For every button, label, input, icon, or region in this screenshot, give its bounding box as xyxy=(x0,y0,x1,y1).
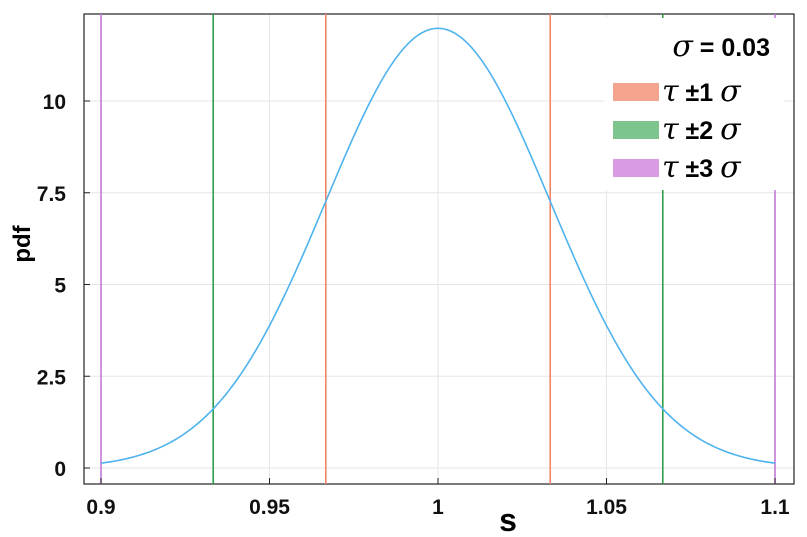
legend-swatch-1 xyxy=(613,121,659,139)
y-axis-ticks: 0 2.5 5 7.5 10 xyxy=(37,91,90,481)
legend-sigma-symbol: σ xyxy=(720,112,742,147)
legend-sigma-symbol: σ xyxy=(720,74,742,109)
legend-item-1: τ ±2 σ xyxy=(613,112,742,147)
legend-header-text: = 0.03 xyxy=(693,34,770,62)
x-tick-label-0: 0.9 xyxy=(86,496,115,519)
x-tick-label-1: 0.95 xyxy=(249,496,290,519)
y-tick-label-4: 10 xyxy=(43,91,66,114)
y-tick-label-3: 7.5 xyxy=(37,183,67,206)
legend-swatch-2 xyxy=(613,159,659,177)
legend-items: τ ±1 στ ±2 στ ±3 σ xyxy=(613,74,742,185)
pdf-curve xyxy=(100,27,776,464)
legend: σ = 0.03 τ ±1 στ ±2 στ ±3 σ xyxy=(604,18,784,190)
legend-item-2: τ ±3 σ xyxy=(613,150,742,185)
legend-sigma-symbol: σ xyxy=(720,150,742,185)
x-axis-label: s xyxy=(499,502,517,537)
x-axis-ticks: 0.9 0.95 1 1.05 1.1 xyxy=(86,478,790,519)
legend-swatch-0 xyxy=(613,83,659,101)
plot-frame xyxy=(83,13,795,485)
legend-label-1: τ ±2 σ xyxy=(662,112,742,147)
y-axis-label: pdf xyxy=(9,224,36,262)
legend-tau-symbol: τ xyxy=(662,112,679,147)
svg-text:σ = 0.03: σ = 0.03 xyxy=(672,29,770,64)
y-tick-label-1: 2.5 xyxy=(37,366,67,389)
legend-header: σ = 0.03 xyxy=(672,29,770,64)
legend-tau-symbol: τ xyxy=(662,74,679,109)
x-tick-label-2: 1 xyxy=(432,496,444,519)
legend-range-text: ±2 xyxy=(679,117,721,145)
legend-item-0: τ ±1 σ xyxy=(613,74,742,109)
y-tick-label-0: 0 xyxy=(54,458,66,481)
legend-header-sigma: σ xyxy=(672,29,694,64)
x-tick-label-3: 1.05 xyxy=(586,496,627,519)
legend-range-text: ±1 xyxy=(679,79,721,107)
legend-tau-symbol: τ xyxy=(662,150,679,185)
legend-range-text: ±3 xyxy=(679,155,721,183)
legend-label-0: τ ±1 σ xyxy=(662,74,742,109)
y-tick-label-2: 5 xyxy=(54,275,66,298)
legend-label-2: τ ±3 σ xyxy=(662,150,742,185)
x-tick-label-4: 1.1 xyxy=(760,496,790,519)
